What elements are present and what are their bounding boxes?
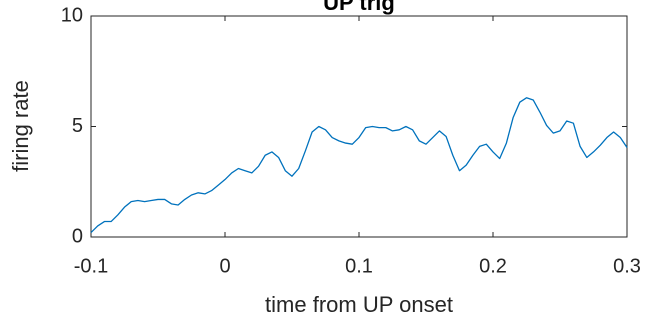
x-axis-label: time from UP onset <box>265 292 453 317</box>
x-tick-label: 0 <box>219 255 230 277</box>
x-tick-label: 0.2 <box>479 255 507 277</box>
y-tick-label: 0 <box>72 225 83 247</box>
plot-box <box>90 15 628 238</box>
line-series <box>90 97 628 234</box>
x-tick-label: 0.1 <box>345 255 373 277</box>
y-axis-label: firing rate <box>8 80 33 172</box>
x-tick-label: 0.3 <box>613 255 641 277</box>
x-tick-label: -0.1 <box>74 255 108 277</box>
y-tick-label: 10 <box>61 4 83 26</box>
y-tick-label: 5 <box>72 115 83 137</box>
chart-title: UP trig <box>323 0 395 15</box>
